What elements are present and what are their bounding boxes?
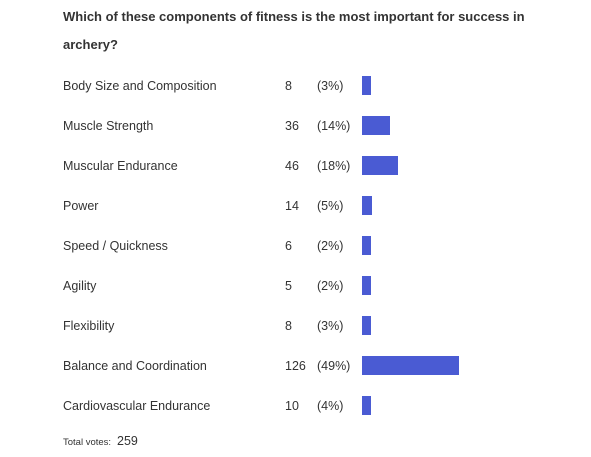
vote-count: 10 <box>285 399 299 413</box>
total-votes-label: Total votes: <box>63 437 112 448</box>
bar <box>362 116 390 135</box>
option-label: Speed / Quickness <box>63 239 168 253</box>
option-label: Cardiovascular Endurance <box>63 399 211 413</box>
vote-percent: (2%) <box>317 239 344 253</box>
bar <box>362 236 371 255</box>
option-label: Power <box>63 199 99 213</box>
vote-count: 36 <box>285 119 299 133</box>
bar <box>362 156 398 175</box>
vote-percent: (3%) <box>317 79 344 93</box>
vote-count: 46 <box>285 159 299 173</box>
bar <box>362 396 371 415</box>
vote-percent: (4%) <box>317 399 344 413</box>
vote-percent: (2%) <box>317 279 344 293</box>
option-label: Muscular Endurance <box>63 159 178 173</box>
option-label: Flexibility <box>63 319 115 333</box>
vote-count: 14 <box>285 199 299 213</box>
bar <box>362 196 372 215</box>
vote-count: 126 <box>285 359 306 373</box>
bar <box>362 76 371 95</box>
vote-percent: (49%) <box>317 359 351 373</box>
vote-count: 6 <box>285 239 292 253</box>
option-label: Body Size and Composition <box>63 79 217 93</box>
vote-percent: (5%) <box>317 199 344 213</box>
option-label: Muscle Strength <box>63 119 154 133</box>
bar <box>362 276 371 295</box>
vote-percent: (18%) <box>317 159 351 173</box>
total-votes: 259 <box>117 434 138 448</box>
vote-count: 8 <box>285 79 292 93</box>
vote-percent: (3%) <box>317 319 344 333</box>
vote-count: 8 <box>285 319 292 333</box>
poll-question: Which of these components of fitness is … <box>63 9 525 52</box>
option-label: Balance and Coordination <box>63 359 207 373</box>
bar <box>362 316 371 335</box>
bar <box>362 356 460 375</box>
vote-percent: (14%) <box>317 119 351 133</box>
vote-count: 5 <box>285 279 292 293</box>
option-label: Agility <box>63 279 97 293</box>
